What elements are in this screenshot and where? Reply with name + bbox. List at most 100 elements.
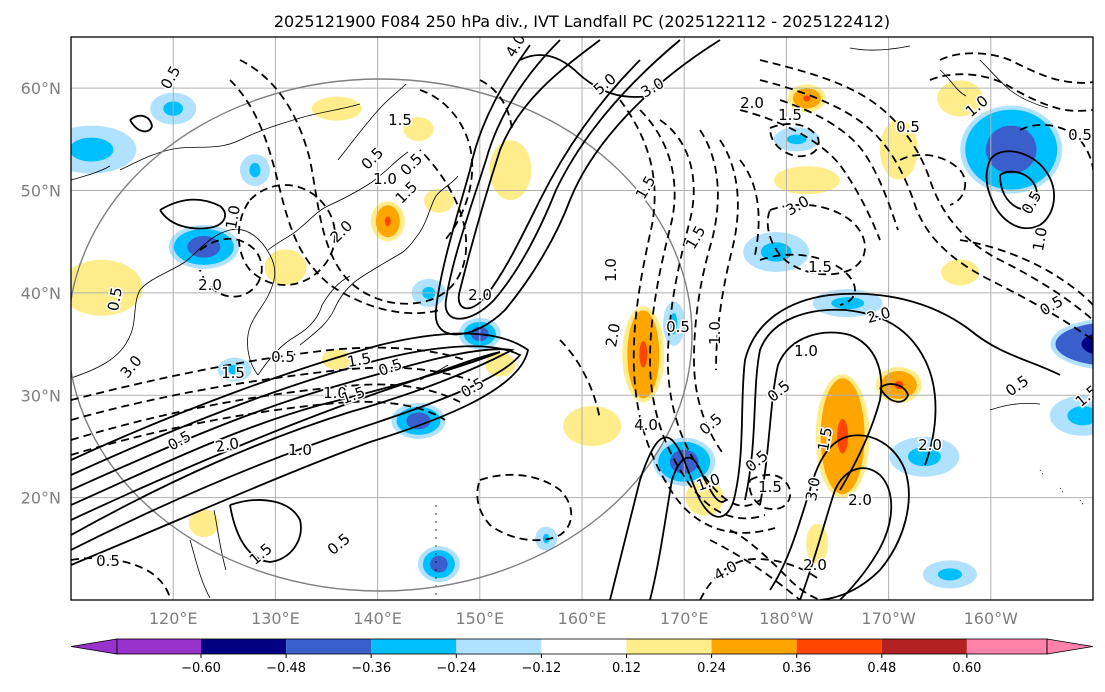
shaded-region <box>489 140 532 201</box>
colorbar-label: −0.36 <box>351 661 391 676</box>
colorbar-label: 0.36 <box>782 661 811 676</box>
lon-tick-label: 170°W <box>861 609 916 628</box>
lat-tick-label: 50°N <box>21 182 61 201</box>
latitude-ticks: 20°N 30°N 40°N 50°N 60°N <box>21 79 61 507</box>
contour-label: 0.5 <box>96 552 120 570</box>
contour-label: 1.0 <box>373 170 397 188</box>
colorbar-label: 0.24 <box>697 661 726 676</box>
contour-label: 1.0 <box>323 384 347 402</box>
colorbar-segment <box>711 639 797 654</box>
contour-label: 1.0 <box>706 321 724 345</box>
colorbar-label: 0.12 <box>612 661 641 676</box>
shaded-region <box>773 127 820 152</box>
colorbar-segment <box>626 639 712 654</box>
shaded-region <box>485 352 516 377</box>
colorbar-extend-high <box>1046 638 1094 655</box>
shaded-region <box>1049 395 1093 436</box>
lat-tick-label: 20°N <box>21 489 61 508</box>
shaded-region <box>563 405 622 446</box>
contour-label: 1.5 <box>808 258 832 276</box>
shaded-region <box>417 546 460 583</box>
shaded-region <box>960 105 1063 194</box>
colorbar-extend-low <box>70 638 118 655</box>
colorbar-segment <box>541 639 627 654</box>
colorbar-segment <box>456 639 542 654</box>
colorbar-outline <box>116 638 1048 655</box>
colorbar-label: 0.60 <box>952 661 981 676</box>
colorbar-segment <box>371 639 457 654</box>
colorbar-segment <box>966 639 1047 654</box>
contour-label: 2.0 <box>740 94 764 112</box>
contour-label: 2.0 <box>214 434 241 456</box>
ivt-negative-contours <box>71 52 1093 600</box>
lat-tick-label: 40°N <box>21 284 61 303</box>
shaded-region <box>922 560 977 589</box>
contour-label: 0.5 <box>666 318 690 336</box>
shaded-region <box>773 166 840 195</box>
shaded-region <box>264 249 307 286</box>
contour-label: 4.0 <box>634 416 658 434</box>
colorbar-segment <box>201 639 287 654</box>
shaded-region <box>311 96 362 121</box>
ivt-positive-contours <box>71 39 1061 600</box>
colorbar-segment <box>796 639 882 654</box>
contour-label: 2.0 <box>918 436 942 454</box>
lat-tick-label: 60°N <box>21 79 61 98</box>
lon-tick-label: 180°W <box>759 609 814 628</box>
contour-label: 1.5 <box>778 106 802 124</box>
contour-label: 2.0 <box>803 556 827 574</box>
contour-label: 2.0 <box>848 491 872 509</box>
contour-label: 1.0 <box>288 441 312 459</box>
shaded-region <box>743 231 810 272</box>
lon-tick-label: 120°E <box>149 609 198 628</box>
shaded-region <box>937 80 984 117</box>
contour-label: 2.0 <box>198 276 222 294</box>
lon-tick-label: 170°E <box>660 609 709 628</box>
lon-tick-label: 160°W <box>964 609 1019 628</box>
shaded-region <box>1094 238 1105 266</box>
colorbar: −0.60 −0.48 −0.36 −0.24 −0.12 0.12 0.24 0.36 0.4… <box>70 638 1094 676</box>
map-title: 2025121900 F084 250 hPa div., IVT Landfa… <box>274 12 890 31</box>
shaded-region <box>239 154 270 187</box>
contour-label: 1.5 <box>814 426 836 453</box>
shaded-region <box>71 259 143 316</box>
contour-label: 1.0 <box>794 342 818 360</box>
contour-label: 0.5 <box>271 348 295 366</box>
contour-label: 1.0 <box>222 204 244 231</box>
colorbar-segment <box>286 639 372 654</box>
lon-tick-label: 130°E <box>251 609 300 628</box>
contour-label: 2.0 <box>468 286 492 304</box>
colorbar-label: −0.48 <box>266 661 306 676</box>
longitude-ticks: 120°E 130°E 140°E 150°E 160°E 170°E 180°W 170°W… <box>149 609 1018 628</box>
shaded-region <box>1050 319 1093 369</box>
contour-label: 1.5 <box>221 364 245 382</box>
gridlines <box>71 37 1093 600</box>
shaded-region <box>879 119 918 180</box>
colorbar-label: −0.12 <box>521 661 561 676</box>
lon-tick-label: 150°E <box>455 609 504 628</box>
shaded-region <box>370 201 405 242</box>
colorbar-label: −0.60 <box>181 661 221 676</box>
colorbar-label: 0.48 <box>867 661 896 676</box>
colorbar-label: −0.24 <box>436 661 476 676</box>
shaded-region <box>71 125 137 174</box>
contour-label: 1.5 <box>758 478 782 496</box>
colorbar-segment <box>881 639 967 654</box>
shaded-region <box>188 509 219 538</box>
map-frame <box>70 36 1094 601</box>
shaded-region <box>403 117 434 142</box>
contour-label: 0.5 <box>896 118 920 136</box>
coastlines <box>71 45 1085 600</box>
shaded-region <box>941 259 980 286</box>
landfall-circle <box>71 78 693 592</box>
contour-label: 1.0 <box>602 258 620 282</box>
lon-tick-label: 140°E <box>353 609 402 628</box>
contour-label: 1.5 <box>388 111 412 129</box>
shaded-region <box>889 436 960 477</box>
colorbar-segment <box>117 639 201 654</box>
lon-tick-label: 160°E <box>558 609 607 628</box>
contour-label: 3.0 <box>802 476 824 503</box>
lat-tick-label: 30°N <box>21 386 61 405</box>
shaded-region <box>622 306 665 403</box>
